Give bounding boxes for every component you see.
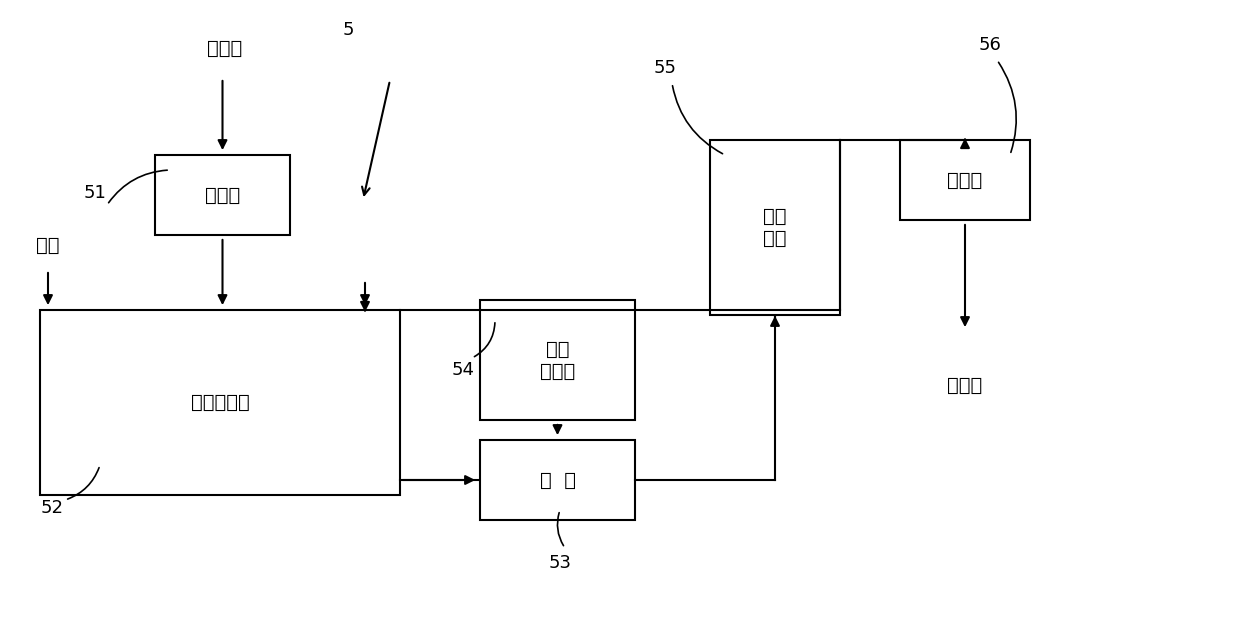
Text: 喷嘴组: 喷嘴组: [947, 170, 982, 190]
Text: 控制
阀组: 控制 阀组: [764, 207, 786, 248]
Text: 54: 54: [451, 361, 475, 379]
Bar: [711, 140, 839, 315]
Text: 溶液混合箱: 溶液混合箱: [191, 393, 249, 412]
Bar: [480, 300, 635, 420]
Text: 53: 53: [548, 554, 572, 572]
Bar: [40, 310, 401, 495]
Text: 进毛仓: 进毛仓: [947, 375, 982, 394]
Text: 助剂: 助剂: [36, 235, 60, 254]
Bar: [480, 440, 635, 520]
Text: 过滤器: 过滤器: [205, 186, 241, 205]
Text: 56: 56: [978, 36, 1002, 54]
Text: 自来水: 自来水: [207, 39, 243, 57]
Text: 5: 5: [342, 21, 353, 39]
Bar: [900, 140, 1030, 220]
Text: 51: 51: [83, 184, 107, 202]
Text: 变频
控制器: 变频 控制器: [539, 340, 575, 380]
Text: 液  泵: 液 泵: [539, 471, 575, 490]
Text: 52: 52: [41, 499, 63, 517]
Text: 55: 55: [653, 59, 677, 77]
Bar: [155, 155, 290, 235]
